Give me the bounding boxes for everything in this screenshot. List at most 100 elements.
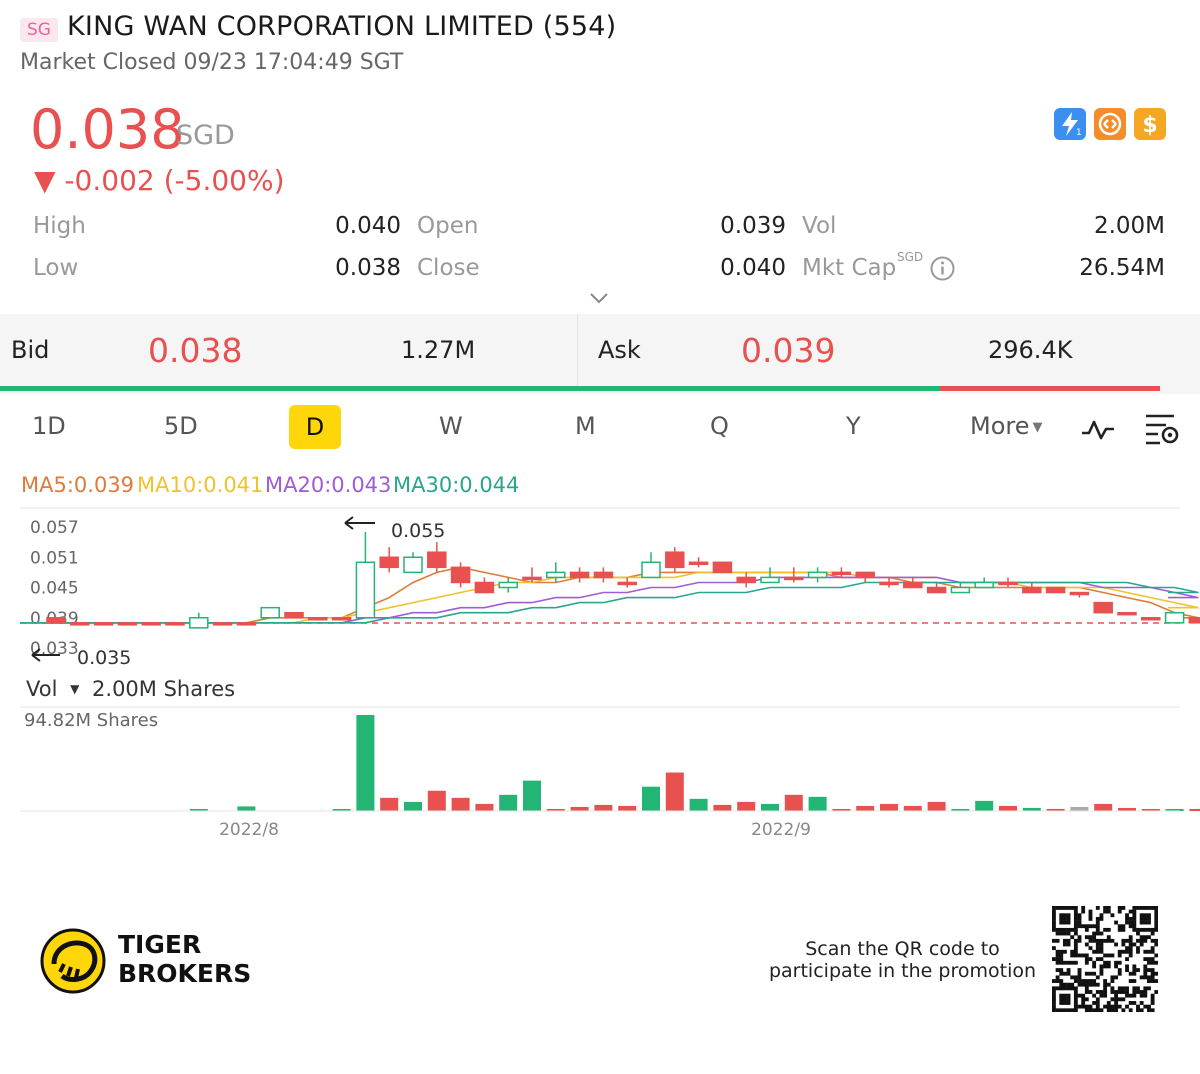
qr-module (1077, 938, 1082, 943)
qr-module (1121, 949, 1126, 954)
y-tick-label: 0.045 (30, 579, 79, 599)
ma10-line (20, 571, 1199, 624)
qr-module (1088, 1008, 1093, 1013)
candle-body (70, 622, 90, 626)
qr-module (1062, 1008, 1067, 1013)
qr-module (1066, 931, 1071, 936)
volume-bar (1094, 803, 1113, 811)
volume-bar (380, 797, 399, 811)
qr-module (1117, 1004, 1122, 1009)
caret-down-icon: ▼ (70, 682, 80, 696)
tab-daily[interactable]: D (289, 405, 341, 449)
candle-body (807, 571, 828, 579)
candle-body (998, 581, 1018, 586)
volume-bar (570, 806, 589, 811)
tab-yearly[interactable]: Y (846, 412, 861, 440)
volume-bar (427, 790, 446, 811)
qr-module (1081, 953, 1086, 958)
chevron-down-icon[interactable] (588, 290, 610, 306)
candle-body (950, 586, 971, 594)
qr-module (1095, 990, 1100, 994)
qr-module (1088, 924, 1093, 929)
qr-module (1143, 935, 1148, 940)
qr-module (1059, 949, 1064, 954)
qr-module (1073, 909, 1078, 914)
qr-module (1143, 986, 1148, 991)
qr-module (1052, 920, 1056, 925)
qr-module (1059, 986, 1064, 991)
tab-weekly[interactable]: W (439, 412, 463, 440)
qr-module (1055, 927, 1060, 932)
qr-module (1150, 975, 1155, 980)
chart-settings-icon[interactable] (1144, 412, 1180, 446)
qr-module (1059, 920, 1064, 925)
volume-bar (689, 798, 708, 811)
qr-module (1154, 916, 1159, 921)
qr-module (1121, 990, 1126, 994)
volume-current: 2.00M Shares (92, 677, 236, 701)
candle-body (46, 617, 66, 624)
candle-body (474, 581, 495, 594)
qr-module (1055, 957, 1060, 962)
qr-module (1084, 960, 1089, 965)
dollar-icon[interactable]: $ (1134, 108, 1166, 140)
qr-module (1062, 931, 1067, 936)
qr-module (1139, 906, 1144, 910)
qr-module (1052, 1008, 1056, 1013)
qr-module (1147, 906, 1151, 910)
qr-module (1062, 997, 1067, 1002)
candle-body (1188, 617, 1200, 624)
qr-module (1066, 1001, 1071, 1005)
qr-module (1143, 916, 1148, 921)
qr-code[interactable] (1052, 906, 1159, 1013)
qr-module (1084, 997, 1089, 1002)
candle-body (1117, 611, 1137, 616)
qr-module (1114, 960, 1118, 965)
arrow-left-icon (31, 648, 60, 662)
qr-module (1066, 916, 1071, 921)
qr-module (1114, 1004, 1118, 1009)
qr-module (1062, 971, 1067, 976)
qr-module (1092, 1008, 1097, 1013)
volume-bar (903, 805, 922, 811)
qr-module (1110, 953, 1115, 958)
info-icon[interactable] (930, 256, 955, 281)
volume-bar (594, 804, 613, 811)
low-label: Low (33, 255, 79, 281)
qr-module (1139, 938, 1144, 943)
tab-monthly[interactable]: M (575, 412, 596, 440)
tab-1d[interactable]: 1D (32, 412, 66, 440)
high-value: 0.040 (335, 213, 401, 239)
mktcap-label: Mkt Cap (802, 255, 897, 281)
candle-body (569, 571, 590, 579)
qr-module (1077, 971, 1082, 976)
qr-module (1114, 993, 1118, 998)
qr-module (1103, 993, 1108, 998)
qr-module (1092, 935, 1097, 940)
qr-module (1052, 946, 1056, 951)
qr-module (1099, 1008, 1104, 1013)
more-dropdown[interactable]: More ▼ (970, 412, 1043, 440)
lightning-icon[interactable]: 1 (1054, 108, 1086, 140)
volume-header[interactable]: Vol ▼ 2.00M Shares (26, 677, 235, 701)
qr-module (1139, 975, 1144, 980)
qr-module (1125, 949, 1129, 954)
tab-quarterly[interactable]: Q (710, 412, 729, 440)
qr-module (1117, 990, 1122, 994)
qr-module (1154, 906, 1159, 910)
qr-module (1103, 990, 1108, 994)
indicator-icon[interactable] (1080, 416, 1116, 444)
qr-module (1077, 920, 1082, 925)
stock-title: KING WAN CORPORATION LIMITED (554) (67, 11, 617, 42)
ask-ratio-bar (940, 386, 1160, 391)
qr-module (1103, 964, 1108, 969)
qr-module (1132, 993, 1137, 998)
qr-module (1099, 931, 1104, 936)
tab-5d[interactable]: 5D (164, 412, 198, 440)
swap-icon[interactable] (1094, 108, 1126, 140)
candle-body (236, 622, 257, 626)
ma20-value: MA20:0.043 (265, 473, 392, 497)
tiger-logo-icon (40, 928, 106, 994)
qr-module (1154, 990, 1159, 994)
